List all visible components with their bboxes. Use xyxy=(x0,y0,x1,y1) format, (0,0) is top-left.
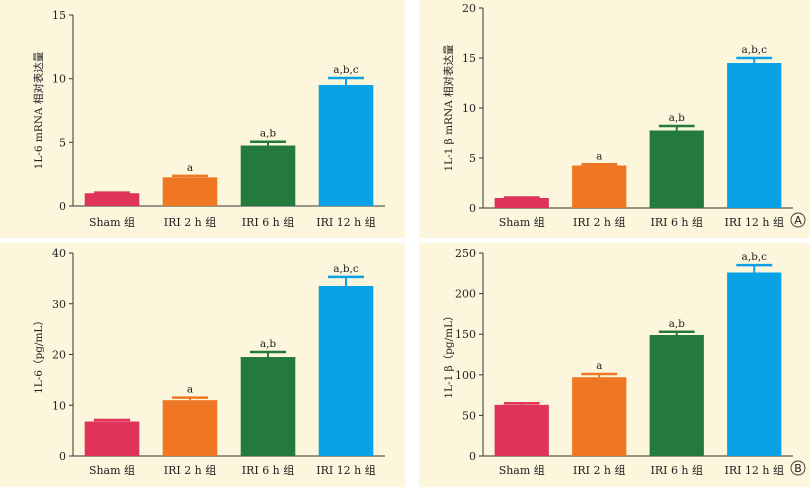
bar xyxy=(572,377,627,456)
category-label: IRI 12 h 组 xyxy=(316,463,376,477)
significance-label: a,b,c xyxy=(741,251,767,263)
category-label: IRI 2 h 组 xyxy=(573,463,626,477)
bar xyxy=(727,63,782,208)
y-tick-label: 0 xyxy=(469,202,476,215)
y-tick-label: 5 xyxy=(59,136,66,149)
bar xyxy=(494,198,549,208)
bar xyxy=(162,400,218,456)
category-label: IRI 6 h 组 xyxy=(242,215,295,229)
y-tick-label: 50 xyxy=(462,409,476,422)
significance-label: a,b xyxy=(260,338,277,350)
bar xyxy=(162,177,218,206)
y-tick-label: 0 xyxy=(59,200,66,213)
chart-panel-il1b-protein: 0 50 100 150 200 250 1L-1 β（pg/mL） Sham 组 a IRI 2… xyxy=(405,243,810,487)
y-tick-label: 30 xyxy=(52,298,66,311)
category-label: IRI 6 h 组 xyxy=(242,463,295,477)
y-tick-label: 5 xyxy=(469,152,476,165)
significance-label: a xyxy=(187,384,193,396)
y-tick-label: 40 xyxy=(52,247,66,260)
category-label: Sham 组 xyxy=(89,215,135,229)
y-tick-label: 100 xyxy=(455,369,476,382)
y-tick-label: 10 xyxy=(52,73,66,86)
panel-letter: A xyxy=(794,214,802,227)
category-label: IRI 6 h 组 xyxy=(650,215,703,229)
y-axis-label: 1L-1 β（pg/mL） xyxy=(443,310,455,398)
category-label: IRI 12 h 组 xyxy=(316,215,376,229)
bar xyxy=(727,272,782,456)
y-tick-label: 0 xyxy=(59,450,66,463)
significance-label: a,b xyxy=(260,128,277,140)
chart-il6-protein: 0 10 20 30 40 1L-6（pg/mL） Sham 组 a IRI 2 h 组 a,b I… xyxy=(0,243,405,487)
chart-il6-mrna: 0 5 10 15 1L-6 mRNA 相对表达量 Sham 组 a IRI 2 h 组 a,b… xyxy=(0,0,405,238)
significance-label: a,b,c xyxy=(333,263,359,275)
significance-label: a,b xyxy=(669,112,686,124)
panel-letter-circle xyxy=(790,460,806,476)
chart-il1b-mrna: 0 5 10 15 20 1L-1 β mRNA 相对表达量 Sham 组 a IRI 2 h … xyxy=(419,0,810,238)
panel-letter: B xyxy=(794,462,802,475)
y-tick-label: 0 xyxy=(469,450,476,463)
category-label: IRI 6 h 组 xyxy=(650,463,703,477)
bar xyxy=(240,357,296,456)
y-tick-label: 15 xyxy=(52,9,66,22)
category-label: Sham 组 xyxy=(499,215,545,229)
y-tick-label: 200 xyxy=(455,288,476,301)
category-label: IRI 2 h 组 xyxy=(164,215,217,229)
y-axis-label: 1L-6 mRNA 相对表达量 xyxy=(32,51,45,169)
y-tick-label: 150 xyxy=(455,328,476,341)
bar xyxy=(572,165,627,208)
y-tick-label: 20 xyxy=(52,349,66,362)
category-label: IRI 2 h 组 xyxy=(164,463,217,477)
significance-label: a,b,c xyxy=(741,44,767,56)
y-axis-label: 1L-6（pg/mL） xyxy=(33,315,45,394)
chart-panel-il6-mrna: 0 5 10 15 1L-6 mRNA 相对表达量 Sham 组 a IRI 2 h 组 a,b… xyxy=(0,0,405,243)
bar xyxy=(649,130,704,208)
chart-panel-il1b-mrna: 0 5 10 15 20 1L-1 β mRNA 相对表达量 Sham 组 a IRI 2 h … xyxy=(405,0,810,243)
bar xyxy=(84,421,140,456)
chart-panel-il6-protein: 0 10 20 30 40 1L-6（pg/mL） Sham 组 a IRI 2 h 组 a,b I… xyxy=(0,243,405,487)
bar xyxy=(318,85,374,206)
significance-label: a xyxy=(187,162,193,174)
significance-label: a,b xyxy=(669,318,686,330)
significance-label: a,b,c xyxy=(333,64,359,76)
category-label: IRI 12 h 组 xyxy=(724,215,784,229)
panel-letter-circle xyxy=(790,212,806,228)
y-tick-label: 250 xyxy=(455,247,476,260)
category-label: IRI 12 h 组 xyxy=(724,463,784,477)
y-tick-label: 15 xyxy=(462,52,476,65)
category-label: Sham 组 xyxy=(89,463,135,477)
significance-label: a xyxy=(596,150,602,162)
y-tick-label: 10 xyxy=(462,102,476,115)
y-tick-label: 20 xyxy=(462,2,476,15)
bar xyxy=(240,145,296,206)
chart-il1b-protein: 0 50 100 150 200 250 1L-1 β（pg/mL） Sham 组 a IRI 2… xyxy=(419,243,810,487)
bar xyxy=(649,335,704,456)
bar xyxy=(318,285,374,456)
significance-label: a xyxy=(596,360,602,372)
y-axis-label: 1L-1 β mRNA 相对表达量 xyxy=(442,44,455,172)
y-tick-label: 10 xyxy=(52,399,66,412)
category-label: IRI 2 h 组 xyxy=(573,215,626,229)
bar xyxy=(494,404,549,456)
category-label: Sham 组 xyxy=(499,463,545,477)
bar xyxy=(84,193,140,206)
